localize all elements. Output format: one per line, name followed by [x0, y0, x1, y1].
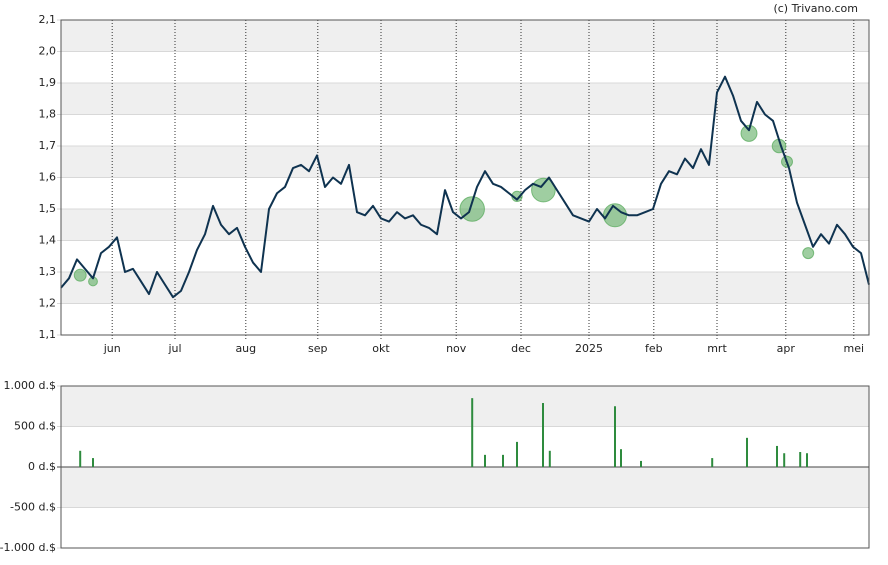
bar: [614, 406, 616, 467]
y-tick-label: 2,1: [39, 13, 57, 26]
bubble: [73, 268, 87, 282]
bar: [471, 398, 474, 467]
bar: [746, 437, 748, 467]
x-tick-label: aug: [235, 342, 256, 355]
y-tick-label: 1,9: [39, 76, 57, 89]
bar: [516, 441, 518, 467]
x-tick-label: jun: [103, 342, 121, 355]
grid-band: [61, 146, 869, 178]
x-tick-label: feb: [645, 342, 663, 355]
bar: [502, 454, 504, 467]
x-tick-label: jul: [167, 342, 181, 355]
grid-band: [61, 272, 869, 304]
bar: [484, 454, 486, 467]
bar: [776, 445, 778, 467]
credit: (c) Trivano.com: [773, 2, 858, 15]
x-tick-label: mei: [844, 342, 865, 355]
x-tick-label: okt: [372, 342, 390, 355]
bar: [92, 458, 94, 467]
y-tick-label: 1,2: [39, 297, 57, 310]
plot-frame: [60, 19, 870, 336]
y-tick-label: 1,8: [39, 108, 57, 121]
bar: [620, 449, 622, 467]
y-tick-label: 0 d.$: [28, 460, 56, 473]
y-tick-label: 1,7: [39, 139, 57, 152]
x-tick-label: sep: [308, 342, 327, 355]
y-tick-label: -500 d.$: [10, 501, 56, 514]
bar: [806, 453, 808, 467]
bar: [548, 450, 551, 467]
x-tick-label: nov: [446, 342, 467, 355]
bubble: [740, 124, 758, 142]
bar: [542, 403, 544, 467]
price-line: [60, 75, 870, 299]
x-tick-label: 2025: [575, 342, 603, 355]
y-tick-label: 2,0: [39, 45, 57, 58]
bubble: [531, 177, 556, 203]
bubble: [802, 247, 815, 260]
x-tick-label: apr: [777, 342, 796, 355]
y-tick-label: 1,3: [39, 265, 57, 278]
y-tick-label: 1,4: [39, 234, 57, 247]
y-tick-label: -1.000 d.$: [0, 541, 56, 554]
grid-band: [61, 20, 869, 52]
y-tick-label: 1,5: [39, 202, 57, 215]
bar: [711, 458, 714, 467]
grid-band: [61, 467, 869, 508]
grid-band: [61, 83, 869, 115]
bar: [640, 460, 642, 467]
y-tick-label: 500 d.$: [14, 420, 56, 433]
y-tick-label: 1,1: [39, 328, 57, 341]
y-tick-label: 1.000 d.$: [4, 379, 56, 392]
x-tick-label: dec: [511, 342, 531, 355]
y-tick-label: 1,6: [39, 171, 57, 184]
grid-band: [61, 386, 869, 427]
bar: [799, 452, 802, 467]
bar: [783, 453, 786, 467]
plot-frame: [60, 385, 870, 549]
x-tick-label: mrt: [707, 342, 727, 355]
bar: [79, 450, 82, 467]
